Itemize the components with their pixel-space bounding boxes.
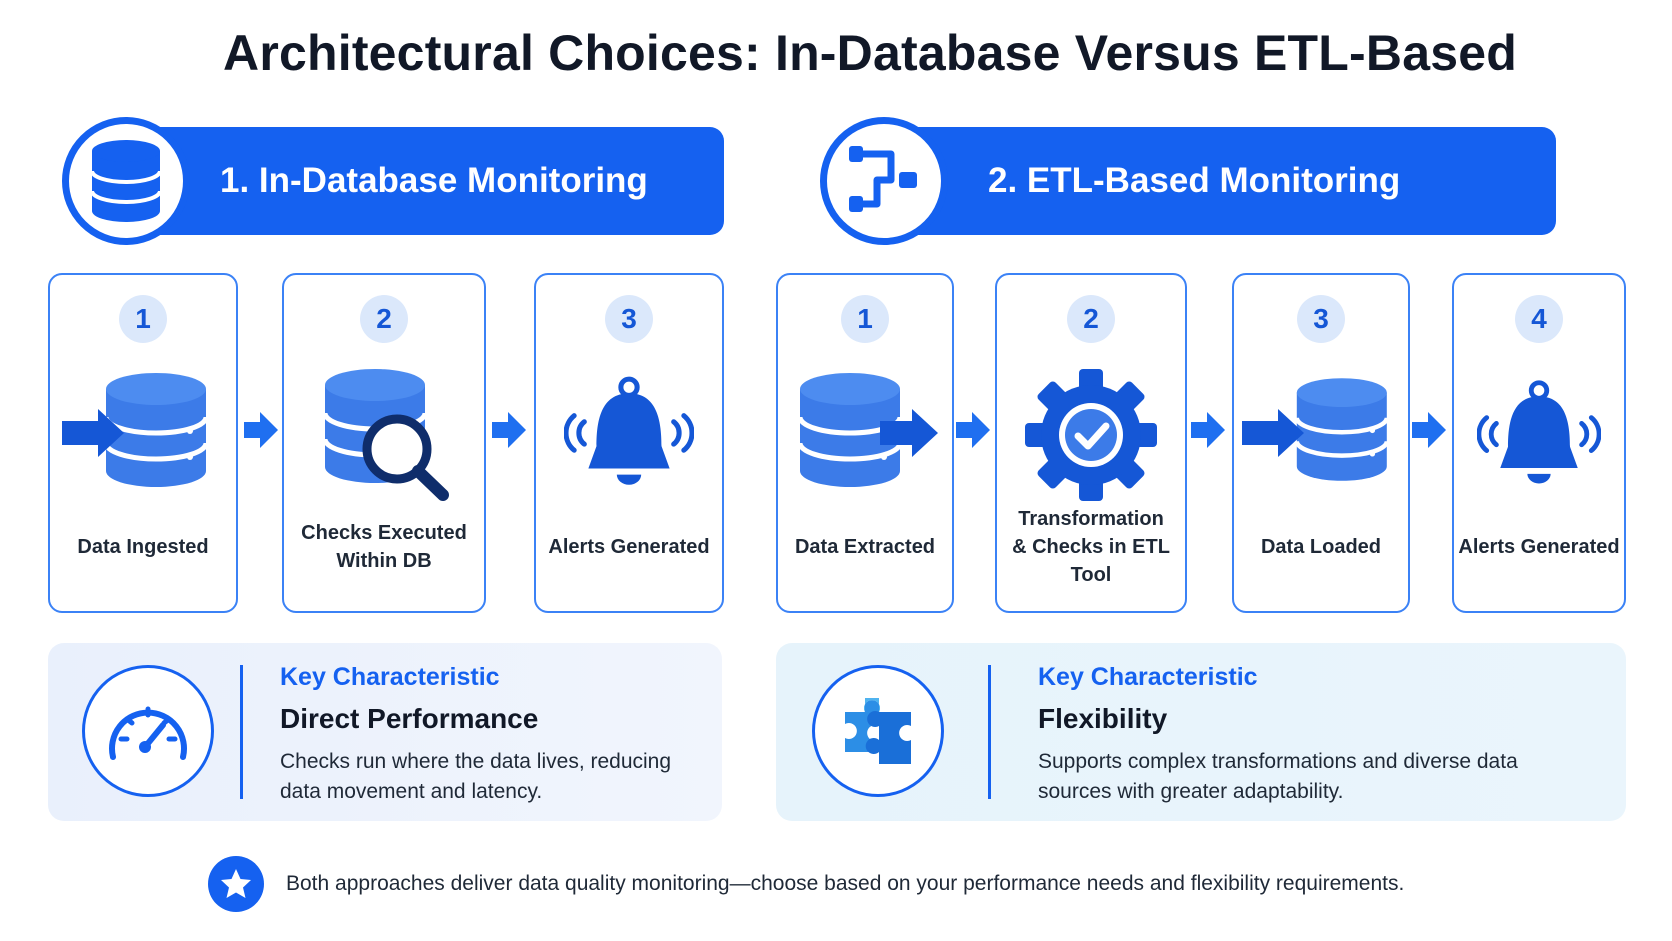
flow-arrow-icon <box>492 412 526 448</box>
key-characteristic-panel-performance: Key Characteristic Direct Performance Ch… <box>48 643 722 821</box>
key-characteristic-title: Direct Performance <box>280 703 539 734</box>
flow-arrow-icon <box>1191 412 1225 448</box>
step-number: 3 <box>1297 295 1345 343</box>
step-card-checks-executed: 2 Checks Executed Within DB <box>282 273 486 613</box>
star-icon <box>221 869 251 898</box>
bell-icon <box>564 371 694 501</box>
step-label: Checks Executed Within DB <box>301 522 467 572</box>
pipeline-icon <box>849 146 917 212</box>
step-card-alerts-generated-etl: 4 Alerts Generated <box>1452 273 1626 613</box>
section-header-in-database: 1. In-Database Monitoring <box>120 127 724 235</box>
flow-arrow-icon <box>244 412 278 448</box>
database-load-icon <box>1242 367 1390 497</box>
key-characteristic-panel-flexibility: Key Characteristic Flexibility Supports … <box>776 643 1626 821</box>
panel-icon-circle <box>82 665 214 797</box>
key-characteristic-description: Supports complex transformations and div… <box>1038 750 1518 803</box>
step-card-alerts-generated: 3 Alerts Generated <box>534 273 724 613</box>
panel-icon-circle <box>812 665 944 797</box>
puzzle-icon <box>845 698 911 764</box>
database-search-icon <box>314 361 449 501</box>
key-characteristic-title: Flexibility <box>1038 703 1168 734</box>
database-extract-icon <box>794 367 938 497</box>
panel-divider <box>240 665 243 799</box>
star-badge <box>208 856 264 912</box>
flow-arrow-icon <box>956 412 990 448</box>
key-characteristic-label: Key Characteristic <box>280 663 500 691</box>
step-card-data-extracted: 1 Data Extracted <box>776 273 954 613</box>
database-ingest-icon <box>62 367 215 497</box>
step-label: Data Extracted <box>794 536 936 558</box>
section-circle-in-database <box>62 117 190 245</box>
step-number: 2 <box>360 295 408 343</box>
step-label: Data Ingested <box>77 536 209 558</box>
step-label: Transformation & Checks in ETL Tool <box>1012 508 1170 586</box>
key-characteristic-label: Key Characteristic <box>1038 663 1258 691</box>
step-label: Data Loaded <box>1260 536 1382 558</box>
step-number: 2 <box>1067 295 1115 343</box>
step-number: 1 <box>119 295 167 343</box>
footer-text: Both approaches deliver data quality mon… <box>286 872 1405 895</box>
step-card-transformation-checks: 2 Transformation & Checks in ETL Tool <box>995 273 1187 613</box>
step-label: Alerts Generated <box>1458 536 1620 558</box>
step-number: 1 <box>841 295 889 343</box>
step-number: 4 <box>1515 295 1563 343</box>
speedometer-icon <box>109 706 187 760</box>
section-circle-etl <box>820 117 948 245</box>
step-card-data-ingested: 1 Data Ingested <box>48 273 238 613</box>
step-card-data-loaded: 3 Data Loaded <box>1232 273 1410 613</box>
section-header-etl: 2. ETL-Based Monitoring <box>880 127 1556 235</box>
flow-arrow-icon <box>1412 412 1446 448</box>
gear-check-icon <box>1025 369 1157 501</box>
footer-note: Both approaches deliver data quality mon… <box>208 856 1404 912</box>
bell-icon <box>1477 375 1601 499</box>
key-characteristic-description: Checks run where the data lives, reducin… <box>280 750 672 803</box>
panel-divider <box>988 665 991 799</box>
section-header-label: 1. In-Database Monitoring <box>220 161 648 200</box>
page-title: Architectural Choices: In-Database Versu… <box>223 25 1517 81</box>
database-icon <box>90 140 162 222</box>
step-number: 3 <box>605 295 653 343</box>
step-label: Alerts Generated <box>548 536 710 558</box>
section-header-label: 2. ETL-Based Monitoring <box>988 161 1401 200</box>
